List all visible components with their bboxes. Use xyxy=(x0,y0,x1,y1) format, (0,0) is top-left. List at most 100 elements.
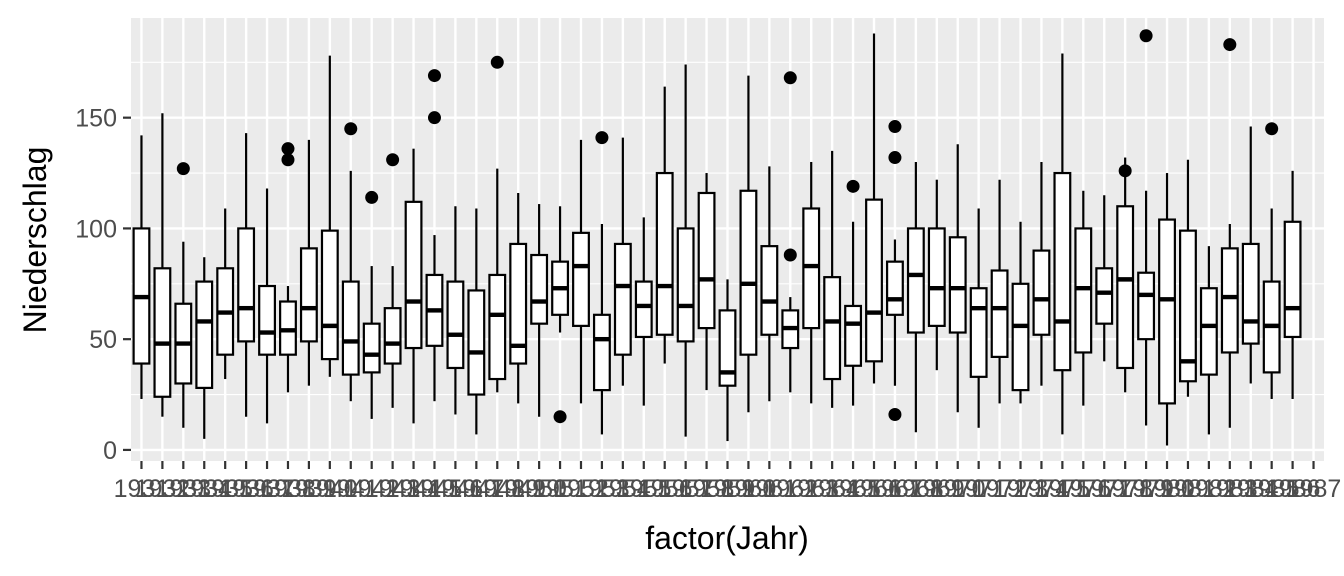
x-tick-label: 1954 xyxy=(595,475,651,503)
box-iqr xyxy=(509,242,528,365)
outlier-point xyxy=(888,407,902,421)
box-1960 xyxy=(739,75,758,413)
box-layer xyxy=(132,29,1302,446)
y-tick-label: 100 xyxy=(75,215,117,243)
x-tick-label: 1960 xyxy=(721,475,777,503)
box-1931 xyxy=(132,135,151,399)
box-1964 xyxy=(823,150,842,408)
x-tick-label: 1957 xyxy=(658,475,714,503)
x-tick-label: 1941 xyxy=(323,475,379,503)
box-1982 xyxy=(1199,246,1218,435)
box-1953 xyxy=(592,131,611,435)
x-tick-label: 1932 xyxy=(135,475,191,503)
box-iqr xyxy=(1283,220,1302,339)
y-axis-title: Niederschlag xyxy=(17,147,53,334)
outlier-point xyxy=(888,120,902,134)
box-iqr xyxy=(948,236,967,334)
x-tick-label: 1958 xyxy=(679,475,735,503)
box-1954 xyxy=(613,137,632,386)
box-1939 xyxy=(299,139,318,386)
x-tick-label: 1982 xyxy=(1181,475,1237,503)
outlier-point xyxy=(281,153,295,167)
x-tick-label: 1963 xyxy=(783,475,839,503)
box-iqr xyxy=(760,245,779,336)
outlier-point xyxy=(1265,122,1279,136)
box-1938 xyxy=(279,142,297,393)
box-iqr xyxy=(279,300,297,356)
box-1937 xyxy=(258,188,276,424)
box-iqr xyxy=(1032,249,1051,336)
box-1962 xyxy=(781,71,800,393)
outlier-point xyxy=(427,111,441,125)
box-1966 xyxy=(865,33,883,384)
box-iqr xyxy=(1179,229,1197,383)
box-1957 xyxy=(676,64,695,437)
box-iqr xyxy=(362,322,381,374)
box-1950 xyxy=(530,204,549,417)
box-1971 xyxy=(969,208,988,428)
box-1944 xyxy=(404,148,423,424)
x-tick-label: 1985 xyxy=(1244,475,1300,503)
x-tick-label: 1962 xyxy=(762,475,818,503)
outlier-point xyxy=(595,131,609,145)
box-1936 xyxy=(237,133,256,417)
x-tick-label: 1970 xyxy=(930,475,986,503)
box-1935 xyxy=(216,208,235,380)
box-iqr xyxy=(1137,271,1156,341)
outlier-point xyxy=(888,151,902,165)
x-tick-label: 1974 xyxy=(1014,475,1070,503)
box-iqr xyxy=(1220,247,1239,354)
box-1979 xyxy=(1137,29,1156,426)
x-tick-label: 1956 xyxy=(637,475,693,503)
box-1949 xyxy=(509,192,528,404)
x-tick-label: 1987 xyxy=(1286,475,1342,503)
box-1952 xyxy=(572,139,590,404)
x-tick-label: 1949 xyxy=(490,475,546,503)
box-iqr xyxy=(1158,218,1176,405)
y-tick-label: 50 xyxy=(89,326,117,354)
box-iqr xyxy=(990,269,1009,358)
x-tick-label: 1950 xyxy=(511,475,567,503)
x-axis-title: factor(Jahr) xyxy=(645,520,809,556)
box-1943 xyxy=(383,153,402,408)
box-iqr xyxy=(320,229,339,361)
x-tick-label: 1945 xyxy=(407,475,463,503)
x-tick-label: 1981 xyxy=(1160,475,1216,503)
box-iqr xyxy=(885,260,904,316)
box-1968 xyxy=(906,161,925,433)
box-1977 xyxy=(1095,195,1114,362)
box-1963 xyxy=(802,161,821,404)
box-1948 xyxy=(488,55,507,393)
x-tick-label: 1951 xyxy=(532,475,588,503)
box-1985 xyxy=(1262,122,1281,399)
box-1986 xyxy=(1283,170,1302,399)
outlier-point xyxy=(846,179,860,193)
x-tick-label: 1986 xyxy=(1265,475,1321,503)
box-iqr xyxy=(446,280,465,370)
x-tick-label: 1976 xyxy=(1055,475,1111,503)
x-tick-label: 1984 xyxy=(1223,475,1279,503)
x-tick-label: 1940 xyxy=(302,475,358,503)
outlier-point xyxy=(783,71,797,85)
x-tick-label: 1948 xyxy=(469,475,525,503)
y-axis: 0 50 100 150 xyxy=(75,105,131,465)
x-tick-label: 1935 xyxy=(197,475,253,503)
box-iqr xyxy=(1199,287,1218,376)
box-iqr xyxy=(572,231,590,327)
box-iqr xyxy=(613,242,632,356)
x-tick-label: 1953 xyxy=(574,475,630,503)
box-1932 xyxy=(153,113,172,417)
outlier-point xyxy=(1139,29,1153,43)
box-1958 xyxy=(697,173,716,391)
box-1974 xyxy=(1032,161,1051,386)
box-iqr xyxy=(383,307,402,365)
box-1984 xyxy=(1241,126,1260,384)
box-1978 xyxy=(1116,157,1135,393)
box-iqr xyxy=(655,171,674,336)
x-tick-label: 1959 xyxy=(700,475,756,503)
box-iqr xyxy=(927,227,946,327)
box-iqr xyxy=(906,227,925,334)
box-1951 xyxy=(551,206,570,424)
box-1973 xyxy=(1011,221,1030,404)
